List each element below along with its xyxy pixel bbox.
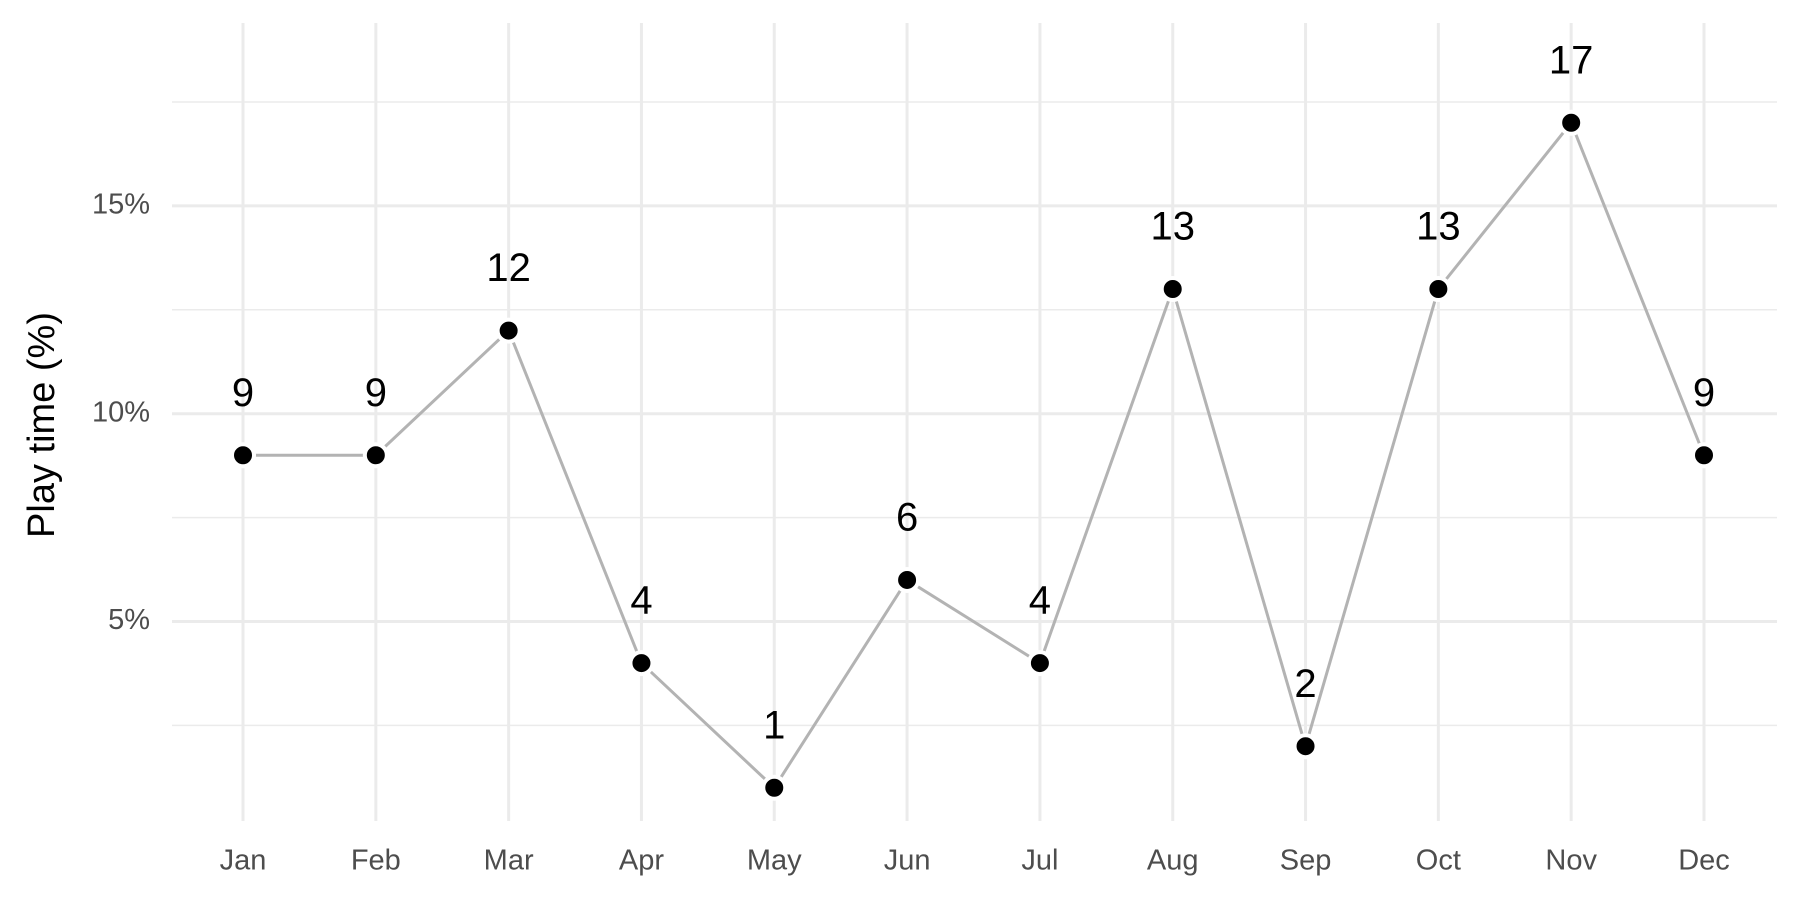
data-label: 4 (630, 579, 652, 623)
point (1159, 276, 1186, 302)
x-tick-label: Aug (1147, 845, 1199, 877)
x-tick-label: May (747, 845, 802, 877)
data-label: 13 (1150, 205, 1195, 249)
point (1292, 733, 1319, 760)
x-tick-label: Mar (484, 845, 534, 877)
point (894, 566, 921, 593)
point (1558, 109, 1585, 136)
data-label: 1 (763, 703, 785, 747)
data-label: 9 (232, 371, 254, 415)
x-tick-label: Jun (884, 845, 931, 877)
x-tick-label: Dec (1678, 845, 1730, 877)
data-label: 17 (1549, 38, 1594, 82)
x-tick-label: Apr (619, 845, 664, 877)
point (761, 774, 788, 801)
x-tick-label: Jul (1021, 845, 1058, 877)
data-label: 12 (486, 246, 531, 290)
x-tick-label: Jan (220, 845, 267, 877)
point (1425, 276, 1452, 302)
point (1691, 442, 1717, 469)
line (243, 119, 1706, 791)
point (628, 650, 655, 677)
x-tick-label: Nov (1545, 845, 1597, 877)
point (362, 442, 389, 469)
data-label: 2 (1294, 662, 1316, 706)
data-label: 13 (1416, 205, 1461, 249)
data-label: 6 (896, 496, 918, 540)
x-tick-label: Sep (1280, 845, 1332, 877)
x-tick-label: Oct (1416, 845, 1461, 877)
point (495, 317, 522, 344)
data-label: 9 (1693, 371, 1715, 415)
point (1026, 650, 1053, 677)
data-label: 4 (1029, 579, 1051, 623)
point (230, 442, 256, 469)
y-tick-label: 10% (92, 396, 150, 428)
data-label: 9 (365, 371, 387, 415)
y-tick-label: 15% (92, 189, 150, 221)
x-tick-label: Feb (351, 845, 401, 877)
y-tick-label: 5% (108, 604, 150, 636)
y-axis-title: Play time (%) (21, 312, 63, 538)
